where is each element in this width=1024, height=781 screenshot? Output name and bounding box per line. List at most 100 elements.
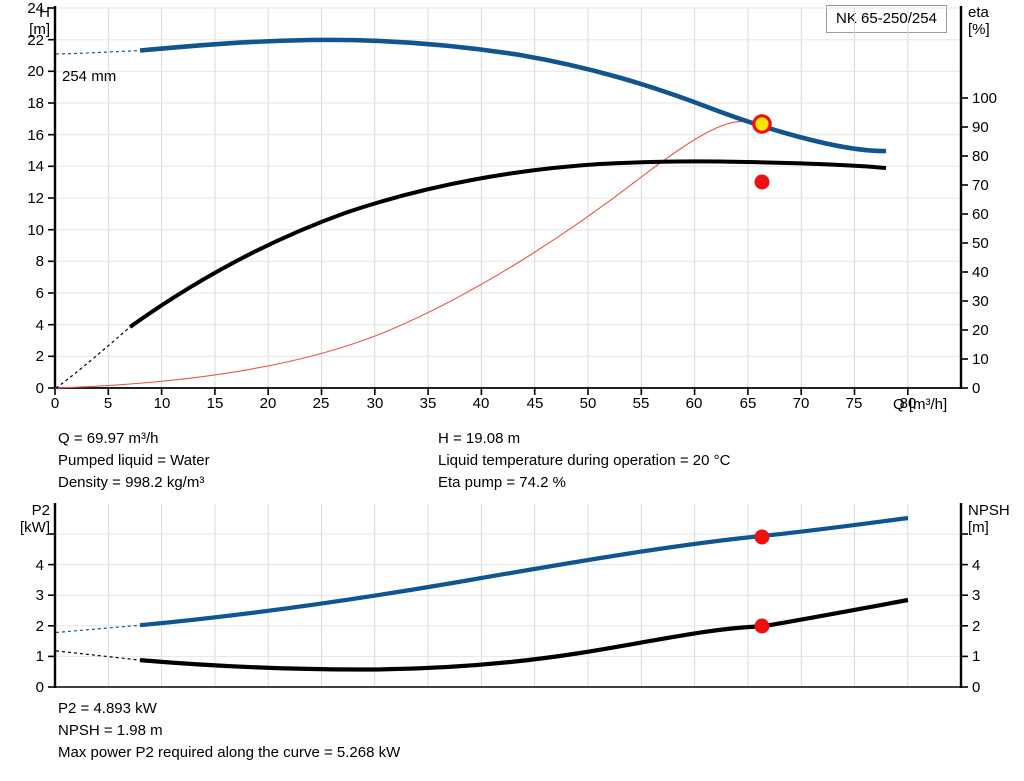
p2-duty-point bbox=[754, 529, 770, 545]
q-tick-45: 45 bbox=[526, 395, 544, 412]
info-h: H = 19.08 m bbox=[438, 430, 521, 447]
operating-data-bottom: P2 = 4.893 kW NPSH = 1.98 m Max power P2… bbox=[0, 698, 1024, 768]
eta-tick-0: 0 bbox=[972, 380, 981, 397]
bottom-chart-canvas bbox=[48, 503, 968, 688]
npsh-curve-dashed bbox=[55, 650, 141, 661]
npsh-tick-3: 3 bbox=[972, 587, 981, 604]
q-tick-25: 25 bbox=[312, 395, 330, 412]
head-curve-dashed bbox=[55, 49, 141, 55]
npsh-axis-unit: [m] bbox=[968, 519, 989, 536]
h-tick-16: 16 bbox=[27, 127, 44, 144]
top-horizontal-gridlines bbox=[55, 7, 961, 357]
h-tick-8: 8 bbox=[35, 253, 44, 270]
eta-axis-unit: [%] bbox=[968, 21, 990, 38]
q-tick-5: 5 bbox=[103, 395, 113, 412]
power-reference-curve bbox=[54, 120, 747, 389]
p2-axis-title: P2 [kW] bbox=[6, 502, 50, 536]
top-performance-chart: H [m] eta [%] Q [m³/h] NK 65-250/254 bbox=[22, 0, 998, 413]
bottom-horizontal-gridlines bbox=[55, 533, 961, 657]
h-tick-22: 22 bbox=[27, 32, 44, 49]
bottom-performance-chart: P2 [kW] NPSH [m] bbox=[0, 498, 1024, 698]
operating-data-top-right: H = 19.08 m Liquid temperature during op… bbox=[438, 428, 730, 494]
h-tick-6: 6 bbox=[35, 285, 44, 302]
h-tick-2: 2 bbox=[35, 348, 44, 365]
npsh-tick-2: 2 bbox=[972, 618, 981, 635]
q-tick-55: 55 bbox=[632, 395, 650, 412]
q-tick-15: 15 bbox=[206, 395, 224, 412]
h-axis-unit: [m] bbox=[29, 21, 50, 38]
eta-tick-90: 90 bbox=[972, 119, 989, 136]
p2-tick-2: 2 bbox=[35, 618, 44, 635]
p2-axis-name: P2 bbox=[31, 502, 50, 519]
q-tick-20: 20 bbox=[259, 395, 277, 412]
info-max-power: Max power P2 required along the curve = … bbox=[58, 744, 401, 761]
info-liquid: Pumped liquid = Water bbox=[58, 452, 210, 469]
eta-tick-80: 80 bbox=[972, 148, 989, 165]
npsh-tick-0: 0 bbox=[972, 679, 981, 696]
operating-data-top-left: Q = 69.97 m³/h Pumped liquid = Water Den… bbox=[58, 428, 210, 494]
p2-tick-1: 1 bbox=[35, 648, 44, 665]
q-tick-30: 30 bbox=[366, 395, 384, 412]
top-right-ticks bbox=[960, 97, 968, 389]
h-tick-18: 18 bbox=[27, 95, 44, 112]
q-tick-0: 0 bbox=[50, 395, 60, 412]
npsh-tick-4: 4 bbox=[972, 557, 981, 574]
p2-tick-4: 4 bbox=[35, 557, 44, 574]
q-tick-50: 50 bbox=[579, 395, 597, 412]
model-title-box: NK 65-250/254 bbox=[826, 5, 947, 33]
q-tick-80: 80 bbox=[899, 395, 917, 412]
h-tick-4: 4 bbox=[35, 317, 44, 334]
bottom-left-ticks bbox=[48, 533, 56, 688]
eta-tick-50: 50 bbox=[972, 235, 989, 252]
info-p2: P2 = 4.893 kW bbox=[58, 700, 157, 717]
eta-tick-100: 100 bbox=[972, 90, 998, 107]
q-axis-title: Q [m³/h] bbox=[893, 396, 948, 413]
eta-curve bbox=[128, 159, 887, 329]
npsh-tick-1: 1 bbox=[972, 648, 981, 665]
p2-curve-dashed bbox=[55, 624, 141, 634]
impeller-diameter-label: 254 mm bbox=[62, 68, 117, 85]
eta-tick-40: 40 bbox=[972, 264, 989, 281]
h-tick-12: 12 bbox=[27, 190, 44, 207]
p2-tick-3: 3 bbox=[35, 587, 44, 604]
info-etapump: Eta pump = 74.2 % bbox=[438, 474, 566, 491]
eta-duty-point bbox=[754, 174, 770, 190]
eta-axis-name: eta bbox=[968, 4, 989, 21]
operating-data-bottom-left: P2 = 4.893 kW NPSH = 1.98 m Max power P2… bbox=[58, 698, 400, 764]
h-tick-0: 0 bbox=[35, 380, 44, 397]
p2-curve bbox=[139, 515, 909, 628]
q-tick-10: 10 bbox=[153, 395, 171, 412]
npsh-curve bbox=[139, 597, 909, 672]
npsh-duty-point bbox=[754, 618, 770, 634]
top-chart-canvas bbox=[48, 6, 968, 395]
p2-axis-unit: [kW] bbox=[20, 519, 50, 536]
h-tick-14: 14 bbox=[27, 158, 44, 175]
info-density: Density = 998.2 kg/m³ bbox=[58, 474, 205, 491]
q-tick-65: 65 bbox=[739, 395, 757, 412]
npsh-axis-name: NPSH bbox=[968, 502, 1010, 519]
eta-tick-10: 10 bbox=[972, 351, 989, 368]
top-x-ticks bbox=[54, 387, 909, 395]
npsh-axis-title: NPSH [m] bbox=[968, 502, 1024, 536]
eta-tick-70: 70 bbox=[972, 177, 989, 194]
h-tick-24: 24 bbox=[27, 0, 44, 17]
eta-curve-dashed bbox=[55, 326, 131, 389]
q-tick-35: 35 bbox=[419, 395, 437, 412]
bottom-right-ticks bbox=[960, 533, 968, 688]
h-tick-20: 20 bbox=[27, 63, 44, 80]
eta-tick-30: 30 bbox=[972, 293, 989, 310]
eta-tick-60: 60 bbox=[972, 206, 989, 223]
q-tick-75: 75 bbox=[845, 395, 863, 412]
p2-tick-0: 0 bbox=[35, 679, 44, 696]
q-tick-70: 70 bbox=[792, 395, 810, 412]
eta-tick-20: 20 bbox=[972, 322, 989, 339]
info-npsh: NPSH = 1.98 m bbox=[58, 722, 163, 739]
info-temp: Liquid temperature during operation = 20… bbox=[438, 452, 731, 469]
info-q: Q = 69.97 m³/h bbox=[58, 430, 159, 447]
head-duty-point bbox=[752, 114, 772, 134]
q-tick-60: 60 bbox=[685, 395, 703, 412]
h-axis-name: H bbox=[39, 4, 50, 21]
q-tick-40: 40 bbox=[472, 395, 490, 412]
h-axis-title: H [m] bbox=[22, 4, 50, 38]
